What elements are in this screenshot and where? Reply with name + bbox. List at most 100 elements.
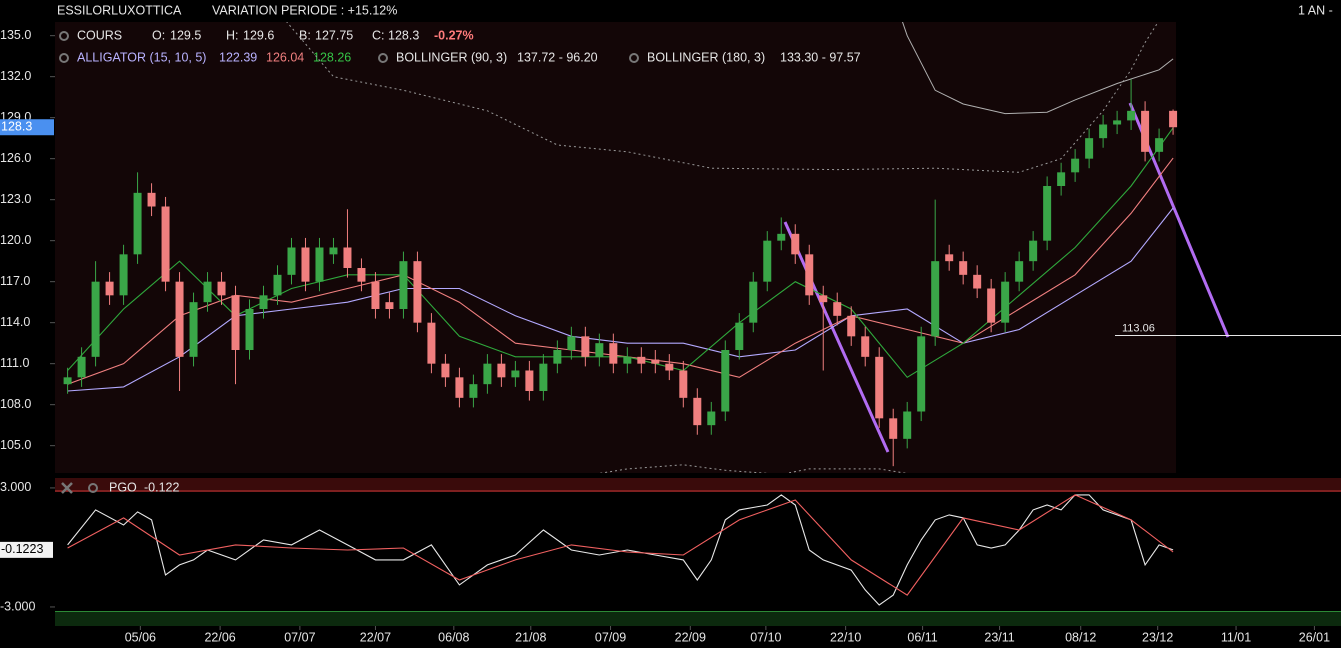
candle-body xyxy=(1043,186,1052,241)
bollinger-band xyxy=(901,22,1174,115)
x-tick-label: 22/06 xyxy=(204,630,235,644)
candle-body xyxy=(735,322,744,350)
legend-value: 133.30 - 97.57 xyxy=(780,50,861,64)
candle-body xyxy=(889,418,898,439)
x-tick-label: 11/01 xyxy=(1221,630,1251,644)
candle-body xyxy=(1057,172,1066,186)
x-tick-label: 07/10 xyxy=(750,630,781,644)
candle-body xyxy=(819,295,828,303)
x-tick-label: 23/12 xyxy=(1142,630,1173,644)
pgo-value: -0.122 xyxy=(144,480,179,494)
legend-label: BOLLINGER (180, 3) xyxy=(647,50,765,64)
candle-body xyxy=(301,247,310,282)
settings-icon[interactable] xyxy=(378,53,388,63)
legend-label: BOLLINGER (90, 3) xyxy=(396,50,507,64)
candle-body xyxy=(357,268,366,282)
bollinger-band xyxy=(598,464,908,473)
candle-body xyxy=(987,288,996,323)
candle-body xyxy=(1169,110,1178,128)
y-tick-label: 126.0 xyxy=(0,151,31,165)
candle-body xyxy=(245,309,254,350)
legend-field: O: xyxy=(152,28,165,42)
legend-label: ALLIGATOR (15, 10, 5) xyxy=(77,50,206,64)
candle-body xyxy=(847,315,856,337)
x-tick-label: 07/07 xyxy=(284,630,315,644)
legend-field: B: xyxy=(299,28,311,42)
candle-body xyxy=(161,206,170,282)
x-tick-label: 06/11 xyxy=(907,630,937,644)
legend-field: C: xyxy=(372,28,385,42)
candle-body xyxy=(791,233,800,255)
legend-field: H: xyxy=(226,28,239,42)
pgo-overbought-band xyxy=(55,478,1341,492)
pgo-plot xyxy=(67,494,1174,606)
candle-body xyxy=(833,302,842,316)
x-tick-label: 22/07 xyxy=(360,630,391,644)
candle-body xyxy=(343,247,352,268)
candle-body xyxy=(511,370,520,378)
candle-body xyxy=(651,359,660,364)
legend-value: 128.3 xyxy=(388,28,419,42)
last-price-label: 128.3 xyxy=(1,120,32,134)
settings-icon[interactable] xyxy=(59,31,69,41)
candle-body xyxy=(63,377,72,385)
pgo-y-tick-label: -3.000 xyxy=(0,599,35,613)
settings-icon[interactable] xyxy=(59,53,69,63)
period-selector[interactable]: 1 AN - xyxy=(1298,3,1333,17)
candle-body xyxy=(147,192,156,207)
x-tick-label: 22/09 xyxy=(675,630,706,644)
candle-body xyxy=(315,247,324,282)
settings-icon[interactable] xyxy=(629,53,639,63)
candle-body xyxy=(581,336,590,357)
candle-body xyxy=(525,370,534,391)
candle-body xyxy=(763,240,772,282)
candle-body xyxy=(1141,110,1150,152)
candle-body xyxy=(203,281,212,303)
candle-body xyxy=(1099,124,1108,139)
candle-body xyxy=(707,411,716,426)
candle-body xyxy=(77,356,86,378)
candle-body xyxy=(567,336,576,350)
candle-body xyxy=(133,192,142,255)
candle-body xyxy=(959,261,968,275)
candle-body xyxy=(1127,110,1136,121)
candle-body xyxy=(777,233,786,241)
candle-body xyxy=(497,363,506,378)
y-tick-label: 132.0 xyxy=(0,69,31,83)
legend-value: 129.5 xyxy=(170,28,201,42)
candle-body xyxy=(665,363,674,371)
candle-body xyxy=(609,343,618,364)
candle-body xyxy=(399,261,408,309)
pgo-y-tick-label: 3.000 xyxy=(0,480,31,494)
pgo-header: PGO -0.122 xyxy=(61,480,179,494)
x-tick-label: 23/11 xyxy=(984,630,1014,644)
x-tick-label: 05/06 xyxy=(125,630,156,644)
candle-body xyxy=(385,302,394,309)
candle-body xyxy=(875,356,884,419)
candle-body xyxy=(91,281,100,357)
candle-body xyxy=(931,261,940,337)
candle-body xyxy=(637,356,646,364)
close-icon[interactable] xyxy=(61,482,73,494)
pgo-value-label: -0.1223 xyxy=(1,542,43,556)
candle-body xyxy=(469,384,478,398)
candle-body xyxy=(259,295,268,309)
settings-icon[interactable] xyxy=(88,483,98,493)
candle-body xyxy=(1085,138,1094,159)
legend-change: -0.27% xyxy=(434,28,474,42)
alligator-line xyxy=(67,207,1174,392)
candle-body xyxy=(721,350,730,412)
candle-body xyxy=(539,363,548,391)
legend-label: COURS xyxy=(77,28,122,42)
candle-body xyxy=(917,336,926,412)
candle-body xyxy=(861,336,870,357)
candle-body xyxy=(413,261,422,323)
candle-body xyxy=(903,411,912,439)
price-panel xyxy=(55,22,1176,473)
candle-body xyxy=(1071,158,1080,173)
period-variation: VARIATION PERIODE : +15.12% xyxy=(212,3,397,17)
pgo-signal xyxy=(67,494,1174,596)
candle-body xyxy=(441,363,450,378)
